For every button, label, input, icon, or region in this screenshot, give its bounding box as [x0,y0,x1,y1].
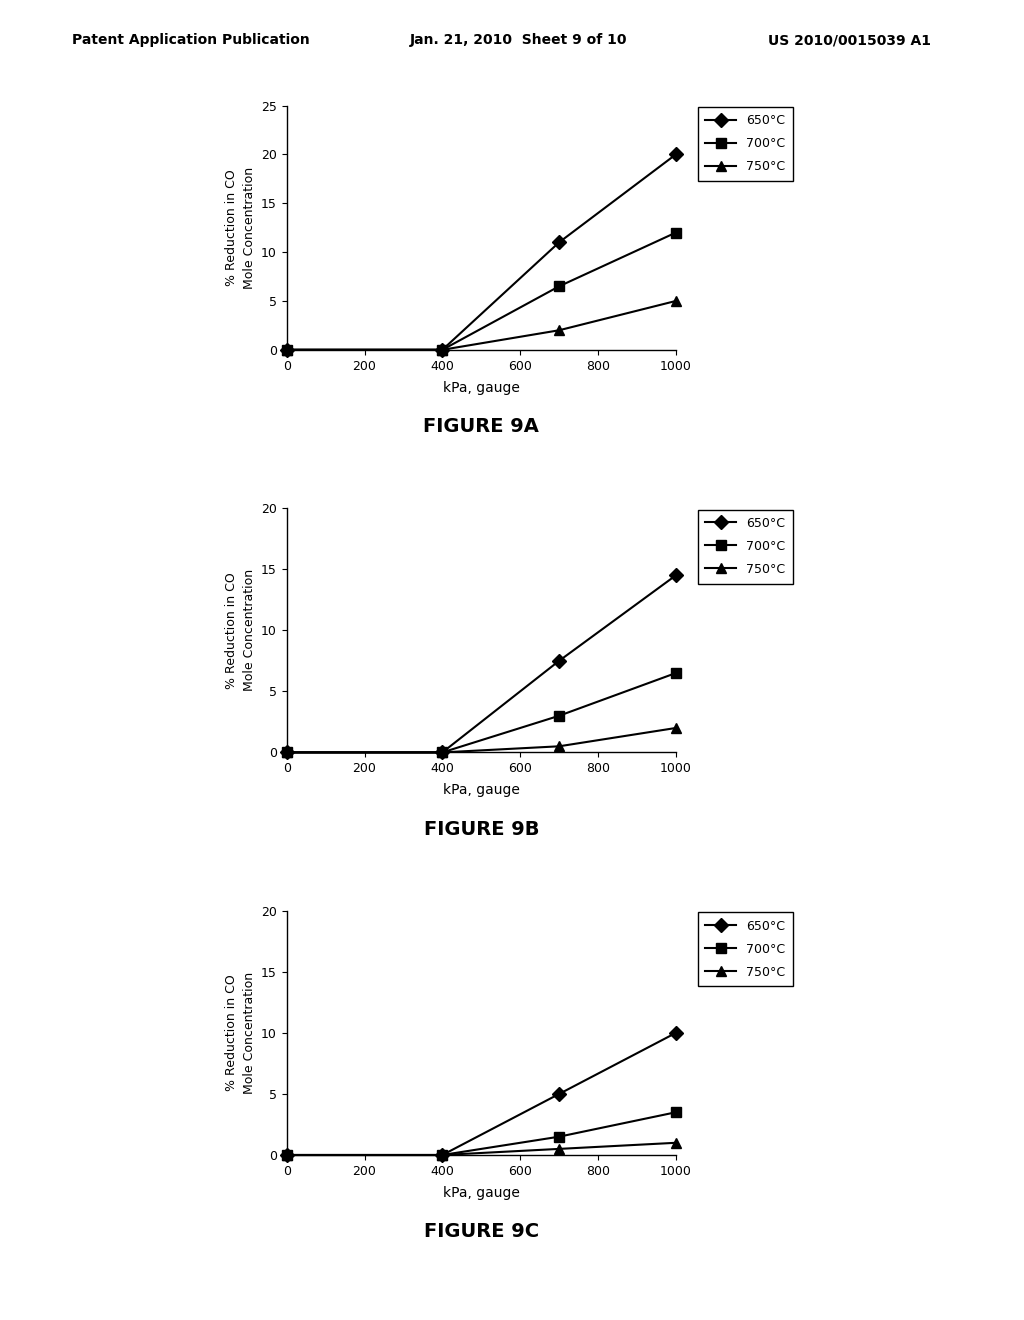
650°C [670,1024,682,1040]
X-axis label: kPa, gauge: kPa, gauge [442,381,520,395]
Line: 700°C: 700°C [282,1107,681,1160]
650°C [436,1147,449,1163]
750°C [281,1147,293,1163]
650°C [436,744,449,760]
650°C [281,744,293,760]
750°C [436,342,449,358]
X-axis label: kPa, gauge: kPa, gauge [442,1187,520,1200]
Legend: 650°C, 700°C, 750°C: 650°C, 700°C, 750°C [697,510,793,583]
650°C [281,1147,293,1163]
750°C [553,1140,565,1156]
Line: 650°C: 650°C [282,570,681,758]
650°C [670,147,682,162]
Line: 700°C: 700°C [282,668,681,758]
750°C [670,721,682,737]
Text: Patent Application Publication: Patent Application Publication [72,33,309,48]
X-axis label: kPa, gauge: kPa, gauge [442,784,520,797]
Legend: 650°C, 700°C, 750°C: 650°C, 700°C, 750°C [697,107,793,181]
650°C [670,568,682,583]
Y-axis label: % Reduction in CO
Mole Concentration: % Reduction in CO Mole Concentration [224,166,256,289]
750°C [670,293,682,309]
750°C [553,738,565,754]
750°C [281,744,293,760]
700°C [281,1147,293,1163]
Line: 750°C: 750°C [282,296,681,355]
Text: FIGURE 9B: FIGURE 9B [424,820,539,838]
Text: Jan. 21, 2010  Sheet 9 of 10: Jan. 21, 2010 Sheet 9 of 10 [410,33,627,48]
700°C [670,224,682,240]
Line: 750°C: 750°C [282,723,681,758]
700°C [436,1147,449,1163]
750°C [553,322,565,338]
Line: 650°C: 650°C [282,149,681,355]
700°C [670,1105,682,1121]
Line: 650°C: 650°C [282,1028,681,1160]
700°C [436,342,449,358]
650°C [553,653,565,669]
750°C [436,1147,449,1163]
650°C [553,1086,565,1102]
700°C [553,279,565,294]
Text: FIGURE 9C: FIGURE 9C [424,1222,539,1241]
Text: US 2010/0015039 A1: US 2010/0015039 A1 [768,33,931,48]
650°C [553,235,565,251]
750°C [281,342,293,358]
Legend: 650°C, 700°C, 750°C: 650°C, 700°C, 750°C [697,912,793,986]
Line: 700°C: 700°C [282,228,681,355]
Text: FIGURE 9A: FIGURE 9A [423,417,540,436]
Y-axis label: % Reduction in CO
Mole Concentration: % Reduction in CO Mole Concentration [224,569,256,692]
700°C [281,342,293,358]
700°C [553,708,565,723]
700°C [553,1129,565,1144]
750°C [670,1135,682,1151]
700°C [670,665,682,681]
650°C [436,342,449,358]
750°C [436,744,449,760]
Line: 750°C: 750°C [282,1138,681,1160]
Y-axis label: % Reduction in CO
Mole Concentration: % Reduction in CO Mole Concentration [224,972,256,1094]
700°C [436,744,449,760]
700°C [281,744,293,760]
650°C [281,342,293,358]
